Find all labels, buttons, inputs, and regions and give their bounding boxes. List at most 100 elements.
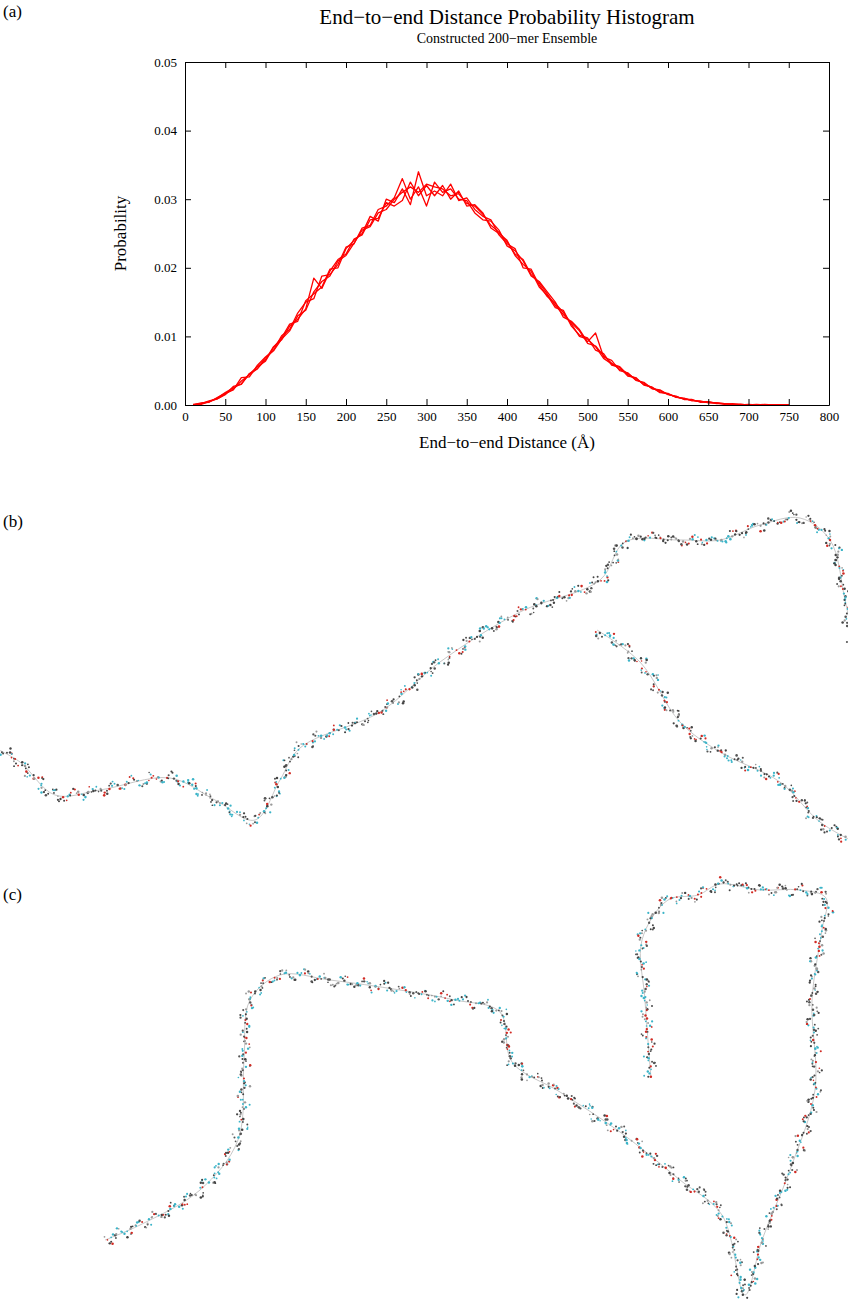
atom (541, 1084, 544, 1087)
tick-label: 500 (578, 409, 598, 424)
atom (794, 1135, 796, 1137)
atom (245, 1037, 247, 1039)
atom (288, 974, 290, 976)
atom (362, 723, 364, 725)
atom (108, 785, 110, 787)
atom (240, 1119, 242, 1121)
tick-mark (823, 199, 829, 200)
atom (773, 775, 775, 777)
atom (258, 814, 260, 816)
atom (214, 1166, 216, 1168)
atom (597, 580, 599, 582)
atom (424, 990, 427, 993)
atom (146, 781, 149, 784)
atom (837, 554, 839, 556)
atom (395, 990, 397, 992)
atom (779, 1190, 782, 1193)
atom (245, 1106, 247, 1108)
atom (514, 1062, 516, 1064)
atom (240, 1088, 243, 1091)
atom (444, 997, 446, 999)
atom (367, 718, 369, 720)
atom (509, 1050, 511, 1052)
atom (242, 1053, 244, 1055)
atom (655, 537, 657, 539)
atom (731, 1224, 733, 1226)
atom (702, 542, 704, 544)
atom (808, 1004, 810, 1006)
atom (468, 640, 470, 642)
atom (178, 1205, 181, 1208)
atom (806, 802, 808, 804)
atom (752, 767, 754, 769)
tick-mark (386, 62, 387, 68)
tick-mark (823, 336, 829, 337)
atom (846, 618, 848, 620)
atom (123, 1232, 125, 1234)
atom (756, 1278, 758, 1280)
atom (829, 533, 831, 535)
atom (697, 536, 699, 538)
atom (148, 772, 150, 774)
atom (810, 1036, 812, 1038)
atom (818, 1012, 820, 1014)
atom (81, 793, 83, 795)
tick-mark (467, 399, 468, 405)
atom (434, 1001, 436, 1003)
atom (743, 1290, 745, 1292)
atom (353, 986, 355, 988)
atom (239, 811, 241, 813)
atom (182, 786, 184, 788)
tick: 700 (739, 399, 759, 424)
atom (339, 976, 342, 979)
atom (750, 526, 752, 528)
atom (725, 1234, 727, 1236)
atom (792, 1156, 794, 1158)
atom (433, 667, 436, 670)
atom (394, 992, 396, 994)
atom (501, 1025, 503, 1027)
atom (767, 517, 769, 519)
atom (337, 982, 340, 985)
atom (386, 707, 388, 709)
tick (306, 62, 307, 68)
atom (757, 1246, 759, 1248)
atom (613, 633, 615, 635)
atom (807, 1098, 809, 1100)
atom (792, 787, 794, 789)
atom (834, 544, 836, 546)
atom (672, 1173, 674, 1175)
atom (701, 543, 703, 545)
polymer-chain (0, 509, 848, 826)
atom (141, 785, 143, 787)
atom (151, 1216, 153, 1218)
atom (110, 1241, 112, 1243)
atom (697, 543, 699, 545)
atom (704, 741, 706, 743)
atom (615, 562, 617, 564)
atom (629, 646, 631, 648)
tick-mark (628, 62, 629, 68)
atom (626, 1142, 628, 1144)
atom (510, 1057, 512, 1059)
atom (169, 1205, 172, 1208)
atom (754, 1265, 756, 1267)
atom (244, 1022, 246, 1024)
atom (787, 1187, 789, 1189)
atom (782, 783, 784, 785)
atom (825, 932, 827, 934)
atom (746, 1297, 748, 1299)
atom (751, 1281, 753, 1283)
atom (151, 1217, 153, 1219)
atom (240, 1070, 242, 1072)
atom (808, 1114, 810, 1116)
atom (311, 976, 313, 978)
atom (135, 1224, 137, 1226)
atom (190, 1193, 192, 1195)
atom (784, 1182, 786, 1184)
atom (309, 973, 311, 975)
tick-mark (507, 62, 508, 68)
atom (677, 716, 679, 718)
atom (145, 1227, 147, 1229)
atom (814, 524, 817, 527)
